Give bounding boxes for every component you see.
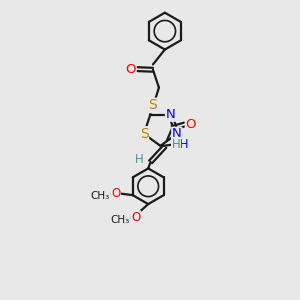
Text: H: H <box>172 138 181 151</box>
Text: N: N <box>172 128 182 140</box>
Text: S: S <box>140 127 148 141</box>
Text: NH: NH <box>172 138 189 151</box>
Text: CH₃: CH₃ <box>111 215 130 225</box>
Text: O: O <box>131 211 140 224</box>
Text: S: S <box>148 98 157 112</box>
Text: O: O <box>185 118 196 131</box>
Text: O: O <box>111 187 120 200</box>
Text: N: N <box>166 108 176 121</box>
Text: H: H <box>135 153 144 166</box>
Text: O: O <box>125 63 136 76</box>
Text: CH₃: CH₃ <box>91 191 110 201</box>
